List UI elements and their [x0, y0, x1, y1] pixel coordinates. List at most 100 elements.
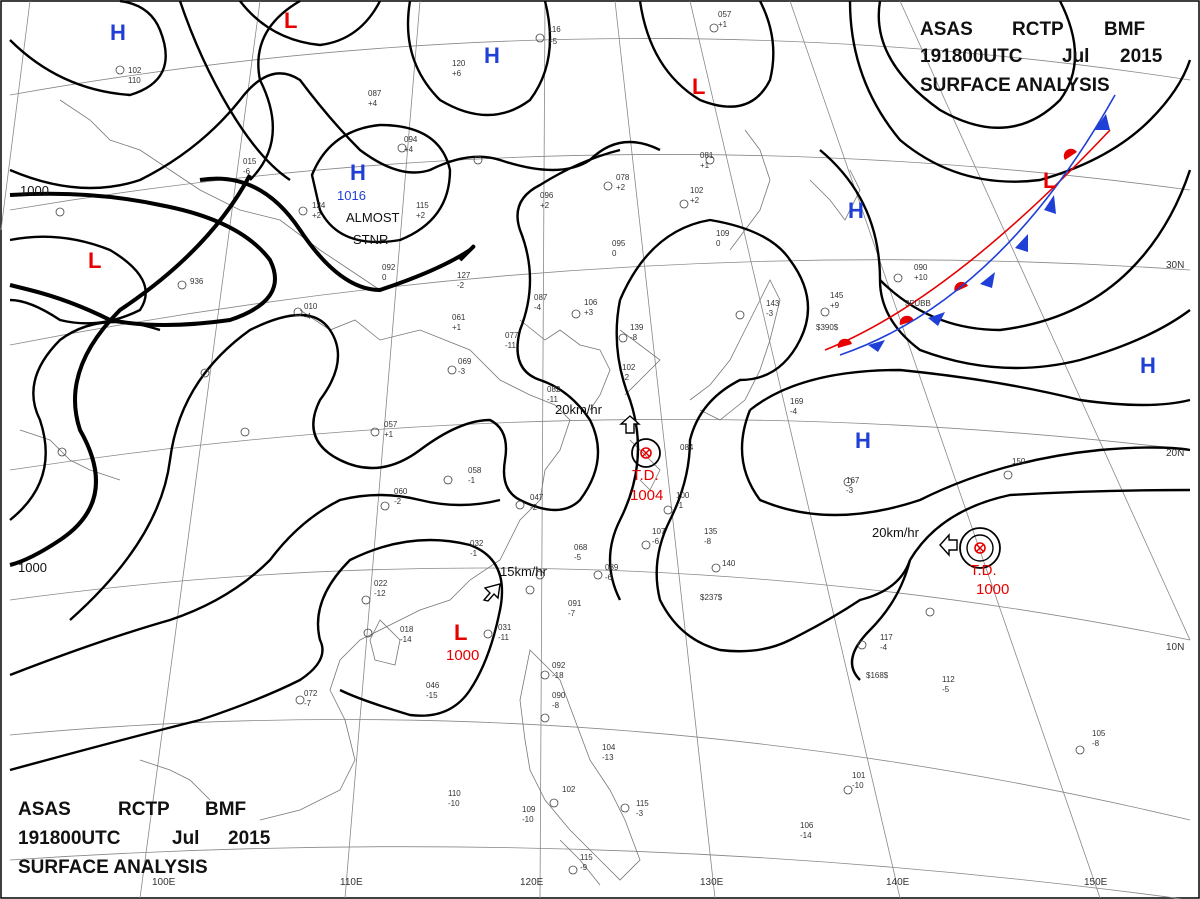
td-label: T.D.	[970, 562, 997, 579]
header-month: Jul	[172, 828, 199, 849]
header-agency: ASAS	[18, 799, 71, 820]
station-value: 087	[368, 89, 382, 98]
station-value: 127	[457, 271, 471, 280]
longitude-labels: 100E 110E 120E 130E 140E 150E	[152, 877, 1108, 888]
station-value: 078	[616, 173, 630, 182]
station-value: 105	[1092, 729, 1106, 738]
station-value: -12	[374, 589, 386, 598]
station-value: 096	[540, 191, 554, 200]
station-value: -10	[522, 815, 534, 824]
station-value: 102	[622, 363, 636, 372]
station-value: 060	[394, 487, 408, 496]
warm-front	[824, 129, 1111, 351]
station-value: -14	[800, 831, 812, 840]
station-value: +10	[914, 273, 928, 282]
station-value: 090	[914, 263, 928, 272]
high-pressure-marker: H	[350, 160, 366, 185]
station-value: 015	[243, 157, 257, 166]
station-value: 082	[547, 385, 561, 394]
station-value: 116	[548, 25, 561, 34]
station-value: -5	[574, 553, 582, 562]
station-value: 107	[652, 527, 666, 536]
high-pressure-marker: H	[484, 43, 500, 68]
station-value: 110	[448, 789, 461, 798]
motion-arrow-icon	[939, 533, 958, 557]
station-value: -7	[304, 699, 312, 708]
high-pressure-marker: H	[848, 198, 864, 223]
station-value: -7	[568, 609, 576, 618]
station-value: 101	[852, 771, 866, 780]
station-value: 0	[612, 249, 617, 258]
header-title: SURFACE ANALYSIS	[18, 857, 208, 878]
station-value: -11	[498, 633, 510, 642]
latitude-label: 20N	[1166, 448, 1184, 459]
header-time: 191800UTC	[18, 828, 121, 849]
station-value: -1	[676, 501, 684, 510]
header-code: BMF	[1104, 19, 1145, 40]
isobar-value-label: 1000	[20, 183, 49, 198]
station-value: -2	[622, 373, 630, 382]
station-value: -8	[704, 537, 712, 546]
station-value: 117	[880, 633, 893, 642]
station-value: -1	[468, 476, 476, 485]
station-value: -2	[394, 497, 402, 506]
station-value: 139	[630, 323, 644, 332]
station-value: +1	[384, 430, 394, 439]
station-value: 032	[470, 539, 484, 548]
station-value: 092	[552, 661, 566, 670]
latitude-labels: 30N 20N 10N	[1166, 260, 1184, 653]
station-value: 047	[530, 493, 544, 502]
station-value: 102	[128, 66, 142, 75]
station-value: 058	[468, 466, 482, 475]
station-value: +1	[718, 20, 728, 29]
header-bottom: ASAS RCTP BMF 191800UTC Jul 2015 SURFACE…	[18, 799, 271, 878]
header-year: 2015	[228, 828, 271, 849]
station-value: 095	[612, 239, 626, 248]
td-outline	[959, 527, 1001, 569]
latitude-lines	[9, 38, 1191, 899]
station-value: 109	[716, 229, 730, 238]
header-year: 2015	[1120, 46, 1163, 67]
header-time: 191800UTC	[920, 46, 1023, 67]
station-value: -4	[304, 312, 312, 321]
longitude-label: 130E	[700, 877, 724, 888]
almost-stnr-label: ALMOST	[346, 210, 400, 225]
station-value: -1	[470, 549, 478, 558]
station-value: 057	[718, 10, 732, 19]
station-value: 077	[505, 331, 519, 340]
station-value: 068	[574, 543, 588, 552]
station-value: 104	[602, 743, 616, 752]
station-value: 022	[374, 579, 388, 588]
station-value: 061	[452, 313, 466, 322]
station-markers	[55, 23, 1085, 875]
station-note: $390$	[816, 323, 839, 332]
station-value: +1	[452, 323, 462, 332]
station-value: 112	[942, 675, 955, 684]
station-value: -4	[534, 303, 542, 312]
station-value: +2	[312, 211, 322, 220]
station-value: -4	[790, 407, 798, 416]
high-centers: H H H H H H	[110, 20, 1156, 453]
coastlines	[19, 99, 861, 886]
station-value: -5	[942, 685, 950, 694]
low-centers: L L L L L	[88, 8, 1056, 645]
station-value: -10	[448, 799, 460, 808]
td-pressure: 1004	[630, 487, 663, 504]
station-value: 140	[722, 559, 736, 568]
header-station: RCTP	[1012, 19, 1064, 40]
td-motion: 20km/hr	[555, 402, 603, 417]
latitude-label: 30N	[1166, 260, 1184, 271]
station-value: +9	[830, 301, 840, 310]
station-value: 115	[416, 201, 429, 210]
high-pressure-marker: H	[110, 20, 126, 45]
station-value: 167	[846, 476, 860, 485]
longitude-label: 140E	[886, 877, 910, 888]
station-value: 115	[580, 853, 593, 862]
station-value: 124	[312, 201, 326, 210]
td-motion: 20km/hr	[872, 525, 920, 540]
td-center-icon	[640, 447, 652, 459]
low-motion: 15km/hr	[500, 564, 548, 579]
station-value: +3	[584, 308, 594, 317]
station-value: -6	[652, 537, 660, 546]
